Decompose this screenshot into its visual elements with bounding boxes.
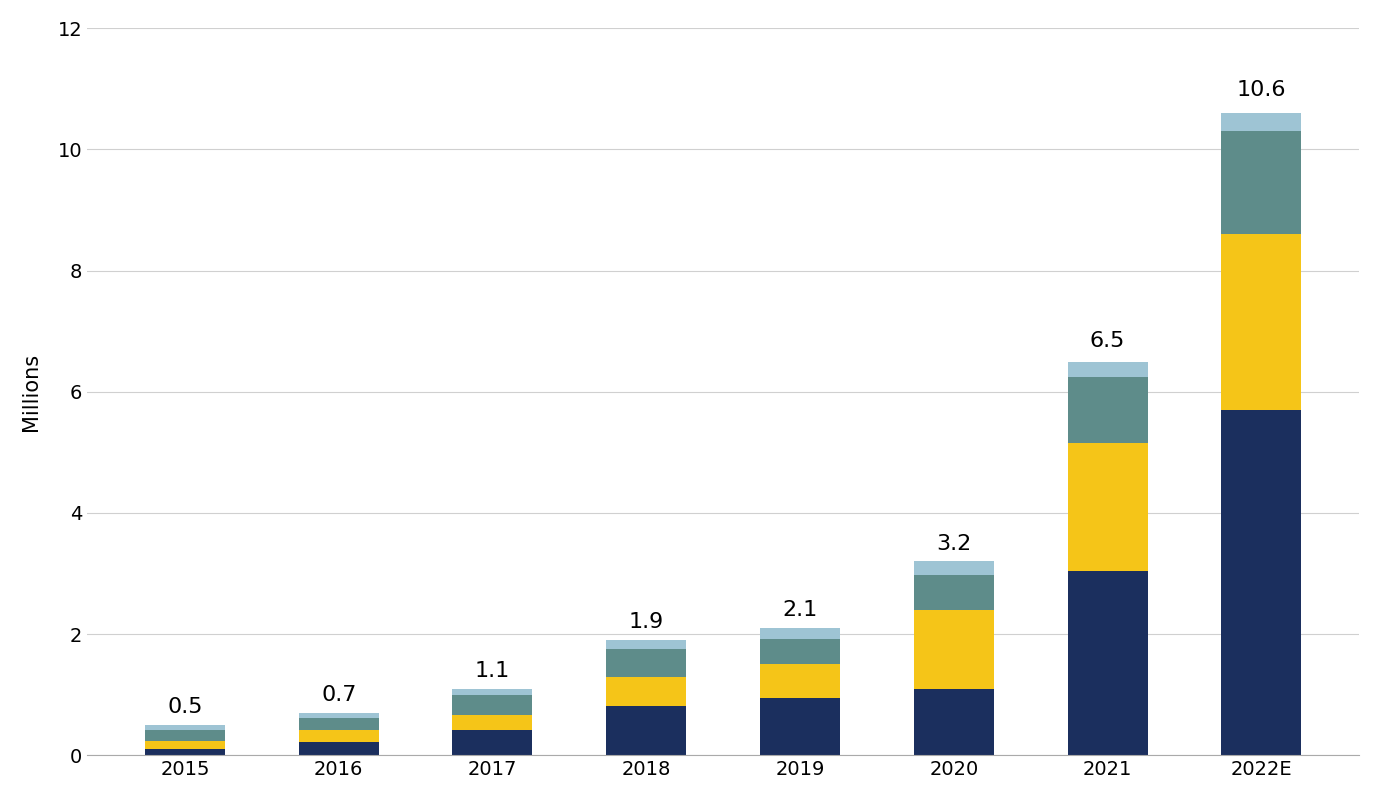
Text: 0.7: 0.7 (322, 685, 356, 705)
Bar (145, 750, 225, 755)
Bar (606, 640, 686, 649)
Bar (914, 610, 994, 689)
Bar (145, 725, 225, 730)
Bar (760, 639, 840, 665)
Bar (298, 713, 378, 718)
Bar (1068, 570, 1148, 755)
Bar (1221, 131, 1301, 234)
Bar (914, 574, 994, 610)
Bar (1068, 377, 1148, 443)
Bar (298, 742, 378, 755)
Text: 6.5: 6.5 (1090, 330, 1125, 350)
Bar (453, 730, 533, 755)
Bar (453, 689, 533, 694)
Text: 10.6: 10.6 (1236, 80, 1286, 100)
Bar (1221, 234, 1301, 410)
Bar (606, 706, 686, 755)
Text: 3.2: 3.2 (936, 534, 972, 554)
Bar (145, 730, 225, 741)
Bar (760, 698, 840, 755)
Bar (760, 665, 840, 698)
Bar (453, 714, 533, 730)
Text: 2.1: 2.1 (782, 600, 818, 620)
Bar (914, 562, 994, 574)
Text: 1.1: 1.1 (475, 661, 511, 681)
Bar (298, 718, 378, 730)
Bar (1221, 113, 1301, 131)
Text: 0.5: 0.5 (167, 697, 203, 717)
Bar (1068, 362, 1148, 377)
Bar (145, 741, 225, 750)
Bar (298, 730, 378, 742)
Bar (760, 628, 840, 639)
Text: 1.9: 1.9 (629, 612, 664, 632)
Y-axis label: Millions: Millions (21, 353, 41, 431)
Bar (914, 689, 994, 755)
Bar (1068, 443, 1148, 570)
Bar (453, 694, 533, 714)
Bar (606, 677, 686, 706)
Bar (1221, 410, 1301, 755)
Bar (606, 649, 686, 677)
